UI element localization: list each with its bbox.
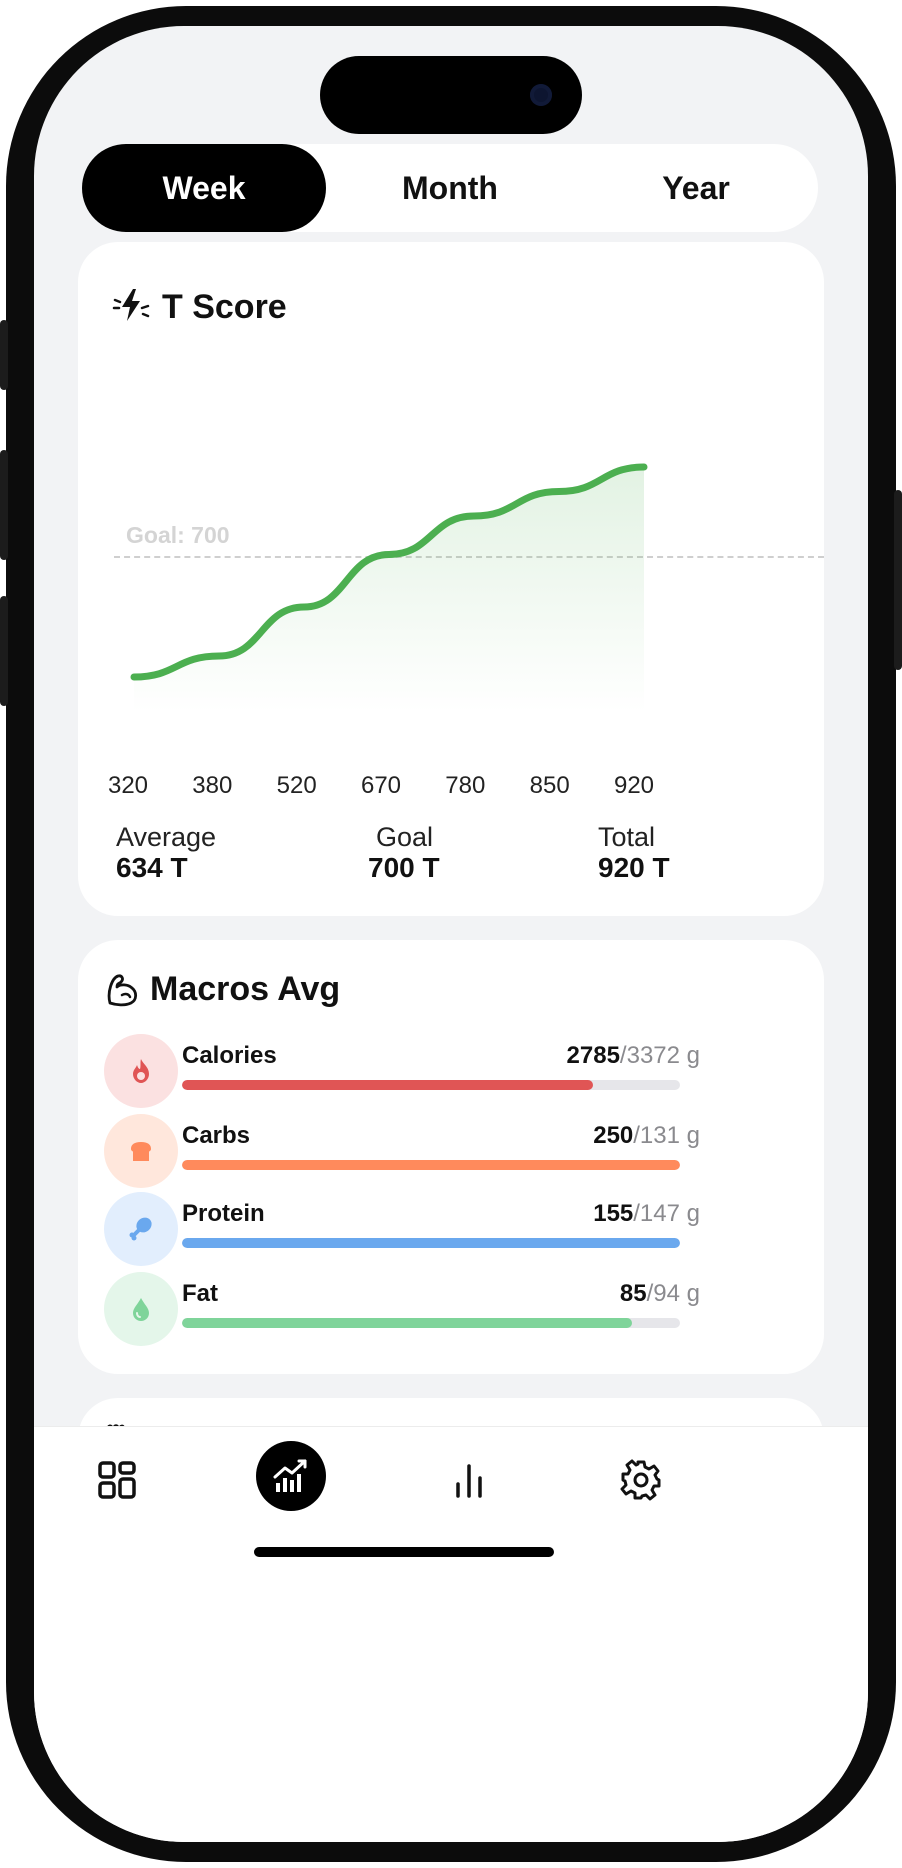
x-tick-label: 520 bbox=[276, 772, 317, 799]
stat-total-label: Total bbox=[598, 822, 656, 852]
carbs-value: 250/131 g bbox=[593, 1122, 700, 1150]
volume-up-button bbox=[0, 450, 8, 560]
calories-label: Calories bbox=[182, 1042, 277, 1069]
tab-year[interactable]: Year bbox=[662, 169, 730, 206]
tab-settings[interactable] bbox=[616, 1455, 666, 1505]
calories-icon-badge bbox=[104, 1034, 178, 1108]
volume-down-button bbox=[0, 596, 8, 706]
carbs-label: Carbs bbox=[182, 1122, 251, 1149]
fat-icon-badge bbox=[104, 1272, 178, 1346]
grid-icon bbox=[98, 1461, 136, 1499]
calories-value: 2785/3372 g bbox=[567, 1042, 700, 1070]
tscore-line bbox=[130, 463, 648, 681]
calories-goal: /3372 g bbox=[619, 1042, 700, 1069]
tscore-area bbox=[134, 467, 644, 712]
flame-icon bbox=[133, 1059, 149, 1083]
carbs-progress-fill bbox=[182, 1160, 680, 1170]
protein-label: Protein bbox=[182, 1200, 265, 1227]
tscore-chart bbox=[130, 463, 648, 712]
chart-up-icon bbox=[273, 1459, 307, 1492]
dynamic-island bbox=[320, 56, 582, 134]
fat-label: Fat bbox=[182, 1280, 218, 1307]
x-tick-label: 380 bbox=[192, 772, 233, 799]
fat-progress-bar bbox=[182, 1318, 680, 1328]
flexed-arm-icon bbox=[107, 974, 138, 1007]
protein-goal: /147 g bbox=[633, 1200, 700, 1227]
carbs-icon-badge bbox=[104, 1114, 178, 1188]
carbs-current: 250 bbox=[593, 1122, 634, 1149]
carbs-goal: /131 g bbox=[633, 1122, 700, 1149]
drumstick-icon bbox=[129, 1217, 152, 1241]
tab-week[interactable]: Week bbox=[82, 144, 326, 232]
bar-chart-icon bbox=[456, 1464, 482, 1498]
x-tick-label: 670 bbox=[360, 772, 402, 799]
protein-icon-badge bbox=[104, 1192, 178, 1266]
macros-title: Macros Avg bbox=[150, 970, 341, 1008]
power-button bbox=[894, 490, 902, 670]
calories-progress-bar bbox=[182, 1080, 680, 1090]
x-tick-label: 920 bbox=[613, 772, 655, 799]
protein-current: 155 bbox=[593, 1200, 634, 1227]
tab-stats[interactable] bbox=[444, 1455, 494, 1505]
fat-value: 85/94 g bbox=[620, 1280, 700, 1308]
x-tick-label: 780 bbox=[445, 772, 486, 799]
lightning-icon bbox=[112, 289, 150, 321]
goal-label: Goal: 700 bbox=[126, 522, 230, 548]
stat-average-label: Average bbox=[116, 822, 217, 852]
stat-total-value: 920 T bbox=[598, 852, 670, 883]
tab-month[interactable]: Month bbox=[402, 169, 498, 206]
tscore-title: T Score bbox=[162, 288, 287, 326]
protein-progress-bar bbox=[182, 1238, 680, 1248]
protein-progress-fill bbox=[182, 1238, 680, 1248]
fat-current: 85 bbox=[619, 1280, 647, 1307]
macros-card: Macros Avg Calories 2785/3372 g Carbs 25… bbox=[78, 940, 824, 1374]
fat-progress-fill bbox=[182, 1318, 633, 1328]
stat-goal-label: Goal bbox=[376, 822, 434, 852]
camera-icon bbox=[530, 84, 552, 106]
silent-switch bbox=[0, 320, 8, 390]
screen: Week Month Year T Score Goal: 700 320 38 bbox=[34, 26, 868, 1842]
tscore-card: T Score Goal: 700 320 380 520 670 780 850 920 … bbox=[78, 242, 824, 916]
protein-value: 155/147 g bbox=[593, 1200, 700, 1228]
fat-goal: /94 g bbox=[646, 1280, 700, 1307]
tab-bar bbox=[34, 1426, 868, 1842]
stat-average-value: 634 T bbox=[116, 852, 188, 883]
period-selector: Week Month Year bbox=[82, 144, 818, 232]
x-tick-label: 320 bbox=[107, 772, 149, 799]
calories-current: 2785 bbox=[566, 1042, 620, 1069]
tab-dashboard[interactable] bbox=[92, 1455, 142, 1505]
home-indicator bbox=[254, 1547, 554, 1557]
droplet-icon bbox=[133, 1298, 149, 1321]
gear-icon bbox=[620, 1459, 661, 1501]
stat-goal-value: 700 T bbox=[368, 852, 440, 883]
tab-progress[interactable] bbox=[256, 1441, 326, 1511]
carbs-progress-bar bbox=[182, 1160, 680, 1170]
calories-progress-fill bbox=[182, 1080, 594, 1090]
bread-icon bbox=[131, 1142, 151, 1161]
x-tick-label: 850 bbox=[529, 772, 570, 799]
